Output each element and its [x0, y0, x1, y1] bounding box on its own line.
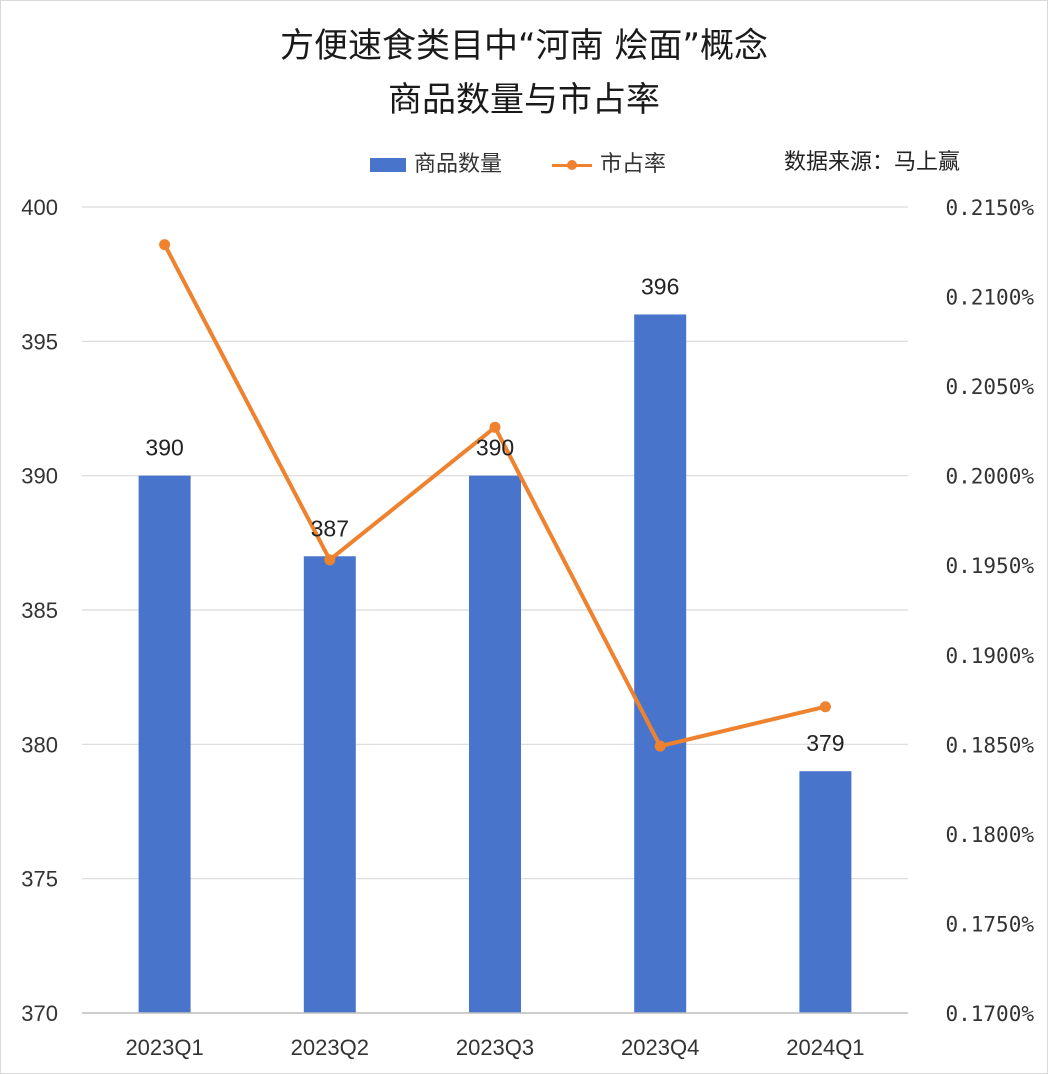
left-axis-tick-label: 375: [21, 867, 58, 892]
left-axis-tick-label: 370: [21, 1001, 58, 1026]
x-axis-tick-label: 2023Q1: [125, 1035, 203, 1060]
chart-title-line2: 商品数量与市占率: [388, 80, 660, 120]
x-axis-tick-label: 2023Q3: [456, 1035, 534, 1060]
right-axis-tick-label: 0.1800%: [945, 823, 1034, 847]
right-axis-tick-label: 0.1900%: [945, 644, 1034, 668]
market-share-point: [159, 239, 171, 251]
legend-item-line: 市占率: [552, 146, 666, 178]
bar: [138, 475, 191, 1014]
bar: [799, 771, 852, 1013]
market-share-point: [819, 701, 831, 713]
bar: [303, 556, 356, 1013]
left-axis-tick-label: 400: [21, 195, 58, 220]
legend-line-label: 市占率: [600, 152, 667, 177]
bar-data-label: 387: [311, 515, 349, 541]
left-axis-tick-label: 395: [21, 329, 58, 354]
right-axis-tick-label: 0.2000%: [945, 465, 1034, 489]
legend-bar-label: 商品数量: [414, 152, 503, 177]
x-axis-tick-label: 2023Q2: [291, 1035, 369, 1060]
bar-data-label: 379: [806, 730, 844, 756]
x-axis-tick-label: 2023Q4: [621, 1035, 699, 1060]
right-axis-tick-label: 0.1950%: [945, 554, 1034, 578]
left-axis-tick-label: 390: [21, 464, 58, 489]
market-share-point: [489, 421, 501, 433]
legend-line-swatch: [552, 158, 592, 172]
legend-item-bar: 商品数量: [370, 146, 502, 178]
right-axis-tick-label: 0.2150%: [945, 196, 1034, 220]
right-axis-tick-label: 0.2100%: [945, 286, 1034, 310]
legend-bar-swatch: [370, 158, 406, 172]
chart-title-line1: 方便速食类目中“河南 烩面”概念: [279, 26, 769, 66]
market-share-point: [324, 554, 336, 566]
bar: [634, 314, 687, 1013]
market-share-point: [654, 740, 666, 752]
right-axis-tick-label: 0.1850%: [945, 733, 1034, 757]
right-axis-tick-label: 0.2050%: [945, 375, 1034, 399]
left-axis-tick-label: 385: [21, 598, 58, 623]
right-axis-tick-label: 0.1700%: [945, 1002, 1034, 1026]
x-axis-tick-label: 2024Q1: [786, 1035, 864, 1060]
bar-data-label: 390: [476, 435, 514, 461]
right-axis-tick-label: 0.1750%: [945, 912, 1034, 936]
left-axis-tick-label: 380: [21, 732, 58, 757]
bar: [469, 475, 521, 1014]
data-source: 数据来源：马上赢: [784, 150, 961, 175]
bar-data-label: 390: [145, 435, 183, 461]
bar-data-label: 396: [641, 273, 679, 299]
